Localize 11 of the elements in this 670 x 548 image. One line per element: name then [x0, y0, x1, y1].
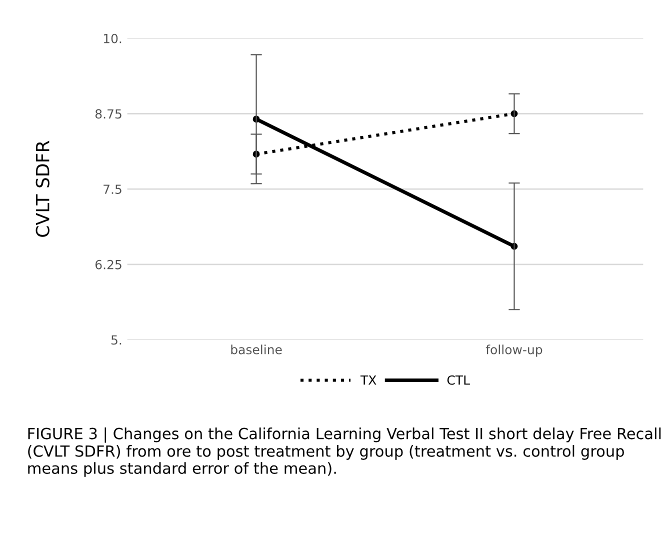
y-tick-label: 6.25	[95, 260, 122, 270]
x-tick-label: baseline	[231, 344, 282, 354]
x-tick-label: follow-up	[486, 344, 542, 357]
y-tick-label: 8.75	[95, 109, 122, 119]
y-tick-label: 7.5	[104, 184, 122, 194]
y-axis-title: CVLT SDFR	[36, 140, 50, 237]
legend-label: TX	[360, 376, 376, 385]
legend-label: CTL	[447, 375, 470, 385]
y-tick-label: 10.	[104, 34, 122, 44]
caption: FIGURE 3 | Changes on the California Learning Verbal Test II short delay Free Recall (CVLT SDFR) from ore to post treatment by group (treatment vs. control group means plus standard error of the mean).	[28, 427, 661, 477]
y-tick-label: 5.	[111, 335, 122, 345]
